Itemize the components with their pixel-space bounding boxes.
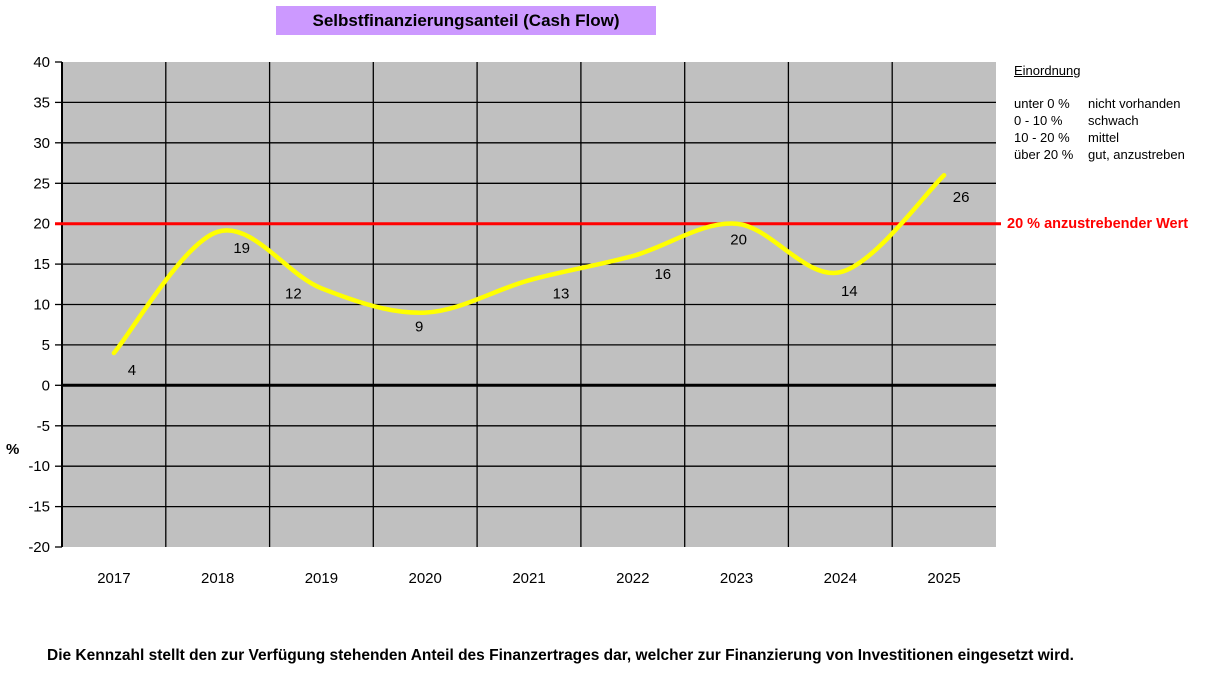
data-label: 26	[953, 189, 970, 206]
classification-range: 0 - 10 %	[1014, 113, 1063, 128]
data-label: 9	[415, 319, 423, 336]
x-axis-label: 2017	[97, 570, 130, 587]
y-tick-label: 25	[33, 175, 50, 192]
classification-range: unter 0 %	[1014, 96, 1070, 111]
x-axis-label: 2024	[824, 570, 857, 587]
y-axis-unit-label: %	[6, 441, 20, 458]
y-tick-label: 5	[42, 337, 50, 354]
x-axis-label: 2019	[305, 570, 338, 587]
data-label: 13	[553, 285, 570, 302]
classification-row: unter 0 % nicht vorhanden	[1014, 95, 1210, 112]
data-label: 4	[128, 362, 136, 379]
classification-meaning: nicht vorhanden	[1088, 96, 1181, 111]
y-tick-label: 10	[33, 297, 50, 314]
classification-meaning: mittel	[1088, 130, 1120, 145]
y-tick-label: 20	[33, 216, 50, 233]
classification-range: über 20 %	[1014, 147, 1074, 162]
classification-panel: Einordnung unter 0 % nicht vorhanden 0 -…	[1014, 62, 1210, 163]
data-label: 16	[654, 266, 671, 283]
classification-row: 0 - 10 % schwach	[1014, 112, 1210, 129]
chart-title: Selbstfinanzierungsanteil (Cash Flow)	[276, 6, 656, 35]
y-tick-label: -20	[28, 539, 50, 556]
data-label: 14	[841, 283, 858, 300]
y-axis-ticks	[55, 61, 62, 548]
data-label: 19	[233, 240, 250, 257]
classification-heading: Einordnung	[1014, 63, 1081, 78]
y-tick-label: 35	[33, 94, 50, 111]
x-axis-label: 2021	[512, 570, 545, 587]
classification-meaning: gut, anzustreben	[1088, 147, 1185, 162]
x-axis-label: 2022	[616, 570, 649, 587]
classification-range: 10 - 20 %	[1014, 130, 1070, 145]
x-axis-labels: 2017 2018 2019 2020 2021 2022 2023 2024 2025	[97, 570, 961, 587]
y-tick-label: -15	[28, 499, 50, 516]
classification-row: 10 - 20 % mittel	[1014, 129, 1210, 146]
x-axis-label: 2023	[720, 570, 753, 587]
y-tick-label: 40	[33, 54, 50, 71]
y-tick-label: -5	[37, 418, 50, 435]
y-axis-labels: -20 -15 -10 -5 0 5 10 15 20 25 30 35 40	[28, 54, 50, 556]
description-text: Die Kennzahl stellt den zur Verfügung st…	[47, 647, 1074, 664]
data-label: 20	[730, 232, 747, 249]
y-tick-label: 15	[33, 256, 50, 273]
y-tick-label: -10	[28, 458, 50, 475]
x-axis-label: 2018	[201, 570, 234, 587]
y-tick-label: 30	[33, 135, 50, 152]
data-labels: 4 19 12 9 13 16 20 14 26	[128, 189, 970, 379]
classification-meaning: schwach	[1088, 113, 1139, 128]
classification-row: über 20 % gut, anzustreben	[1014, 146, 1210, 163]
series-curve	[111, 172, 947, 356]
x-axis-label: 2025	[927, 570, 960, 587]
x-axis-label: 2020	[409, 570, 442, 587]
y-tick-label: 0	[42, 377, 50, 394]
data-label: 12	[285, 285, 302, 302]
reference-line-label: 20 % anzustrebender Wert	[1007, 216, 1189, 232]
